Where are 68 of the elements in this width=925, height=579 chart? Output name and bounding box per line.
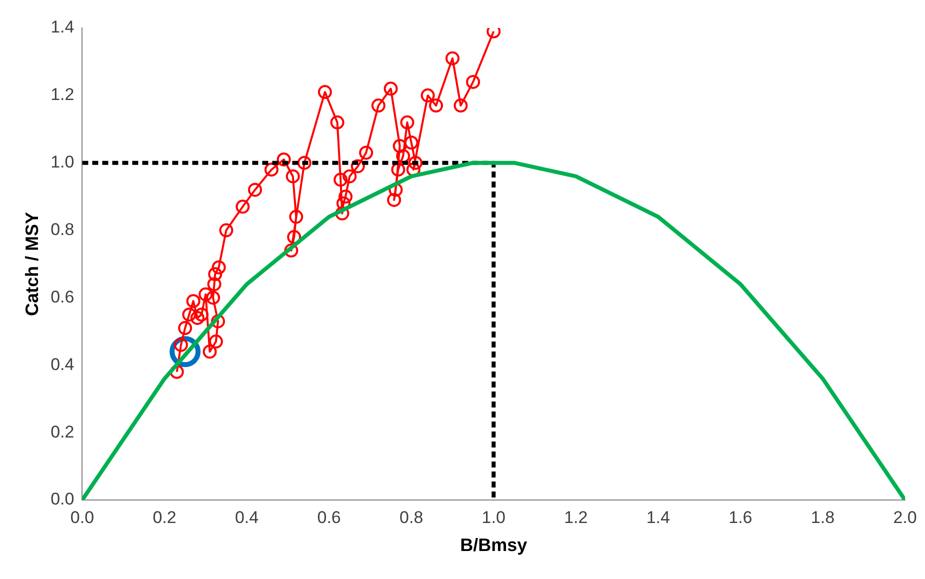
point xyxy=(400,115,414,130)
x-tick-label: 0.4 xyxy=(234,508,259,527)
y-tick-label: 0.2 xyxy=(50,422,74,442)
point xyxy=(276,152,291,166)
point xyxy=(392,139,407,153)
point xyxy=(445,51,460,66)
point xyxy=(182,308,196,322)
point xyxy=(404,136,418,150)
y-tick-label: 1.0 xyxy=(50,152,74,172)
x-tick-label: 1.8 xyxy=(810,508,835,527)
point xyxy=(170,364,184,379)
x-tick-label: 1.6 xyxy=(728,508,752,527)
point xyxy=(408,156,422,170)
point xyxy=(384,82,398,96)
y-tick-label: 0.0 xyxy=(50,490,74,509)
y-tick-label: 1.4 xyxy=(50,18,74,37)
x-tick-label: 1.0 xyxy=(482,508,506,527)
point xyxy=(406,162,420,177)
x-tick-label: 0.6 xyxy=(317,508,341,527)
point xyxy=(334,172,348,187)
point xyxy=(286,169,300,184)
x-tick-label: 0.2 xyxy=(152,508,176,527)
point xyxy=(330,115,344,130)
point xyxy=(391,162,406,177)
point xyxy=(342,169,357,184)
point xyxy=(466,74,480,89)
point xyxy=(207,277,222,292)
point xyxy=(297,156,312,170)
point xyxy=(264,162,278,177)
x-tick-label: 1.4 xyxy=(646,508,670,527)
point xyxy=(186,294,200,308)
point xyxy=(396,149,410,164)
x-tick-label: 2.0 xyxy=(893,508,917,527)
point xyxy=(335,206,350,220)
point xyxy=(289,210,304,224)
y-tick-label: 0.8 xyxy=(50,220,74,239)
x-axis-title: B/Bmsy xyxy=(460,535,528,556)
point xyxy=(202,344,217,359)
point xyxy=(371,98,386,113)
point xyxy=(194,308,209,322)
point xyxy=(219,223,234,238)
point xyxy=(420,88,435,102)
x-tick-label: 1.2 xyxy=(564,508,588,527)
point xyxy=(210,314,225,328)
point xyxy=(208,267,222,282)
point xyxy=(212,260,226,274)
point xyxy=(338,190,353,204)
y-tick-label: 0.6 xyxy=(50,287,74,306)
point xyxy=(287,230,302,244)
point xyxy=(208,334,223,349)
point xyxy=(429,98,444,113)
y-tick-label: 1.2 xyxy=(50,85,74,104)
x-tick-label: 0.8 xyxy=(400,508,424,527)
point xyxy=(190,310,204,325)
point xyxy=(198,287,213,302)
point xyxy=(284,244,298,258)
x-tick-label: 0.0 xyxy=(70,508,94,527)
y-axis-title: Catch / MSY xyxy=(22,212,42,316)
point xyxy=(387,192,402,207)
point xyxy=(206,290,220,305)
y-tick-label: 0.4 xyxy=(50,354,74,374)
point xyxy=(359,146,374,160)
point xyxy=(454,98,468,113)
point xyxy=(318,85,332,100)
point xyxy=(178,321,192,336)
point xyxy=(350,159,365,174)
point xyxy=(236,200,250,214)
point xyxy=(248,182,262,197)
